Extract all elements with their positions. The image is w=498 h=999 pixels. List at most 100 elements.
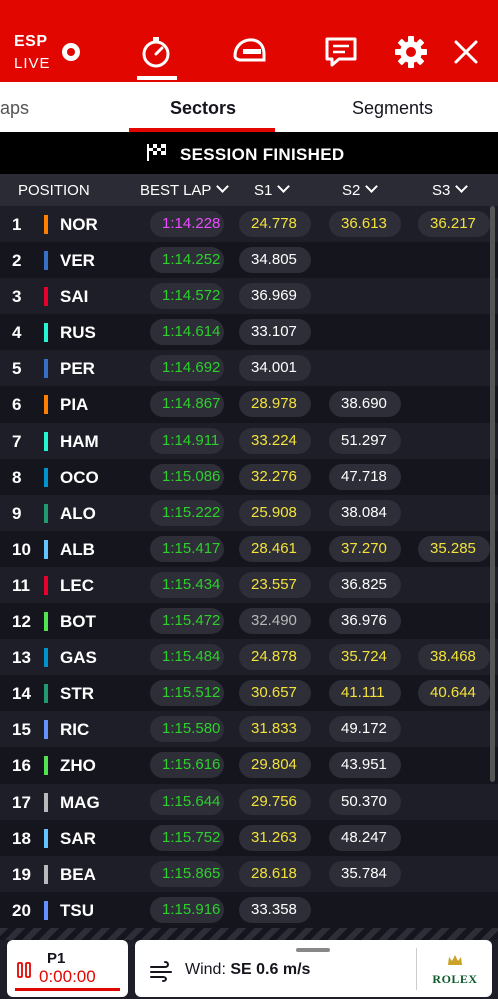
header-best-lap[interactable]: BEST LAP bbox=[140, 180, 230, 199]
wind-icon bbox=[150, 961, 172, 982]
sector-1-time: 23.557 bbox=[239, 571, 311, 598]
table-row[interactable]: 10 ALB 1:15.417 28.461 37.270 35.285 bbox=[0, 530, 498, 567]
sector-1-time: 25.908 bbox=[239, 499, 311, 526]
row-position: 11 bbox=[12, 575, 30, 595]
best-lap-time: 1:14.252 bbox=[150, 247, 224, 274]
row-position: 19 bbox=[12, 864, 31, 884]
row-position: 7 bbox=[12, 431, 22, 451]
best-lap-time: 1:14.614 bbox=[150, 319, 224, 346]
header-s2[interactable]: S2 bbox=[342, 180, 379, 199]
chevron-down-icon bbox=[455, 180, 469, 193]
pause-icon bbox=[17, 962, 31, 978]
row-position: 3 bbox=[12, 287, 22, 307]
table-row[interactable]: 1 NOR 1:14.228 24.778 36.613 36.217 bbox=[0, 206, 498, 243]
team-color-bar bbox=[44, 792, 48, 812]
p1-card[interactable]: P1 0:00:00 bbox=[7, 940, 128, 997]
header-s3-label: S3 bbox=[432, 182, 451, 199]
p1-underline bbox=[15, 988, 120, 991]
table-row[interactable]: 8 OCO 1:15.086 32.276 47.718 bbox=[0, 458, 498, 495]
table-row[interactable]: 15 RIC 1:15.580 31.833 49.172 bbox=[0, 711, 498, 748]
table-row[interactable]: 19 BEA 1:15.865 28.618 35.784 bbox=[0, 855, 498, 892]
helmet-icon[interactable] bbox=[231, 34, 267, 70]
sector-2-time: 36.976 bbox=[329, 608, 401, 635]
sector-2-time: 36.613 bbox=[329, 211, 401, 237]
team-color-bar bbox=[44, 756, 48, 776]
sector-2-time: 35.724 bbox=[329, 644, 401, 671]
team-color-bar bbox=[44, 395, 48, 415]
best-lap-time: 1:15.222 bbox=[150, 499, 224, 526]
row-position: 1 bbox=[12, 215, 22, 234]
sector-2-time: 35.784 bbox=[329, 860, 401, 887]
live-dot-icon bbox=[62, 43, 80, 61]
best-lap-time: 1:14.692 bbox=[150, 355, 224, 382]
row-position: 20 bbox=[12, 900, 31, 920]
tab-sectors[interactable]: Sectors bbox=[170, 98, 237, 118]
best-lap-time: 1:14.228 bbox=[150, 211, 224, 237]
driver-code: LEC bbox=[60, 575, 94, 595]
table-row[interactable]: 18 SAR 1:15.752 31.263 48.247 bbox=[0, 819, 498, 856]
timer-icon[interactable] bbox=[138, 34, 174, 70]
sector-1-time: 34.001 bbox=[239, 355, 311, 382]
sector-1-time: 33.358 bbox=[239, 896, 311, 923]
wind-readout: Wind: SE 0.6 m/s bbox=[185, 961, 310, 979]
driver-code: OCO bbox=[60, 467, 99, 487]
driver-code: ZHO bbox=[60, 756, 96, 776]
header-s2-label: S2 bbox=[342, 182, 361, 199]
footer-stripe bbox=[0, 928, 498, 940]
best-lap-time: 1:15.580 bbox=[150, 716, 224, 743]
table-row[interactable]: 4 RUS 1:14.614 33.107 bbox=[0, 314, 498, 351]
scrollbar[interactable] bbox=[490, 206, 495, 782]
table-row[interactable]: 12 BOT 1:15.472 32.490 36.976 bbox=[0, 603, 498, 640]
best-lap-time: 1:15.484 bbox=[150, 644, 224, 671]
sector-1-time: 31.833 bbox=[239, 716, 311, 743]
sector-3-time: 40.644 bbox=[418, 680, 490, 707]
best-lap-time: 1:14.911 bbox=[150, 427, 224, 454]
header-s3[interactable]: S3 bbox=[432, 180, 469, 199]
tab-laps[interactable]: aps bbox=[0, 98, 30, 118]
driver-code: SAI bbox=[60, 287, 89, 307]
row-position: 8 bbox=[12, 467, 22, 487]
driver-code: STR bbox=[60, 684, 94, 704]
team-color-bar bbox=[44, 467, 48, 487]
best-lap-time: 1:15.916 bbox=[150, 896, 224, 923]
table-row[interactable]: 16 ZHO 1:15.616 29.804 43.951 bbox=[0, 747, 498, 784]
table-row[interactable]: 13 GAS 1:15.484 24.878 35.724 38.468 bbox=[0, 639, 498, 676]
team-color-bar bbox=[44, 503, 48, 523]
sector-2-time: 36.825 bbox=[329, 571, 401, 598]
drag-handle[interactable] bbox=[296, 948, 330, 952]
table-row[interactable]: 17 MAG 1:15.644 29.756 50.370 bbox=[0, 783, 498, 820]
table-row[interactable]: 7 HAM 1:14.911 33.224 51.297 bbox=[0, 422, 498, 459]
table-row[interactable]: 11 LEC 1:15.434 23.557 36.825 bbox=[0, 566, 498, 604]
chevron-down-icon bbox=[365, 180, 379, 193]
header-s1[interactable]: S1 bbox=[254, 180, 291, 199]
driver-code: PIA bbox=[60, 395, 89, 415]
sector-2-time: 49.172 bbox=[329, 716, 401, 743]
sector-2-time: 51.297 bbox=[329, 427, 401, 454]
race-control-icon[interactable] bbox=[323, 34, 359, 70]
table-row[interactable]: 14 STR 1:15.512 30.657 41.111 40.644 bbox=[0, 675, 498, 712]
row-position: 5 bbox=[12, 359, 22, 379]
active-tab-indicator bbox=[137, 76, 177, 80]
team-color-bar bbox=[44, 648, 48, 668]
table-row[interactable]: 6 PIA 1:14.867 28.978 38.690 bbox=[0, 386, 498, 423]
table-row[interactable]: 9 ALO 1:15.222 25.908 38.084 bbox=[0, 494, 498, 531]
close-icon[interactable] bbox=[448, 34, 484, 70]
table-row[interactable]: 20 TSU 1:15.916 33.358 bbox=[0, 891, 498, 928]
crown-icon bbox=[448, 955, 462, 965]
best-lap-time: 1:15.616 bbox=[150, 752, 224, 779]
driver-code: VER bbox=[60, 251, 95, 271]
sponsor-name: ROLEX bbox=[432, 972, 478, 986]
table-row[interactable]: 5 PER 1:14.692 34.001 bbox=[0, 350, 498, 387]
tab-segments[interactable]: Segments bbox=[352, 98, 434, 118]
table-row[interactable]: 3 SAI 1:14.572 36.969 bbox=[0, 278, 498, 315]
table-row[interactable]: 2 VER 1:14.252 34.805 bbox=[0, 242, 498, 279]
gear-icon[interactable] bbox=[393, 34, 429, 70]
row-position: 14 bbox=[12, 684, 31, 704]
driver-code: ALB bbox=[60, 539, 95, 559]
sector-1-time: 30.657 bbox=[239, 680, 311, 707]
row-position: 9 bbox=[12, 503, 22, 523]
best-lap-time: 1:15.434 bbox=[150, 571, 224, 598]
chevron-down-icon bbox=[216, 180, 230, 193]
header-position: POSITION bbox=[18, 182, 90, 199]
sector-1-time: 33.107 bbox=[239, 319, 311, 346]
